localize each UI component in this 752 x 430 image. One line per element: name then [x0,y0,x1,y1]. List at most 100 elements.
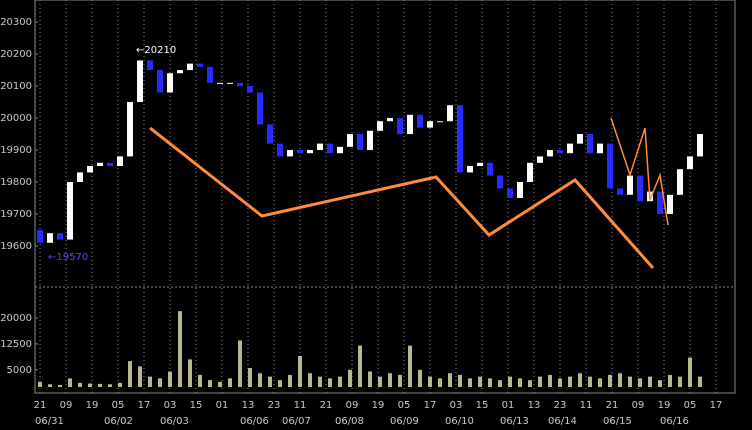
volume-bar [118,382,122,387]
volume-bar [628,376,632,387]
candle-body [597,143,603,154]
x-tick-label: 19 [372,400,385,411]
volume-bar [548,374,552,387]
volume-bar [568,376,572,387]
x-tick-label: 09 [632,400,645,411]
volume-bar [648,376,652,387]
candle-body [447,105,453,122]
volume-bar [408,345,412,387]
volume-bar [148,376,152,387]
x-tick-label: 01 [502,400,515,411]
volume-bar [128,361,132,387]
volume-bar [218,381,222,387]
volume-bar [418,369,422,387]
x-tick-label: 21 [320,400,333,411]
y-tick-label: 19700 [0,209,32,220]
candle-body [97,162,103,167]
volume-bar [48,384,52,387]
volume-bar [308,373,312,387]
y-tick-label: 20100 [0,81,32,92]
volume-bar [348,369,352,387]
candle-body [347,134,353,147]
volume-bar [688,357,692,387]
date-label: 06/09 [390,416,419,427]
x-tick-label: 05 [112,400,125,411]
candle-body [237,82,243,87]
volume-bar [458,374,462,387]
volume-bar [588,376,592,387]
volume-bar [288,374,292,387]
candle-body [537,156,543,163]
candle-body [677,169,683,195]
candle-body [577,134,583,144]
x-tick-label: 15 [190,400,203,411]
candle-body [217,82,223,84]
candle-body [197,63,203,67]
x-tick-label: 03 [450,400,463,411]
x-tick-label: 13 [528,400,541,411]
volume-bar [78,382,82,387]
volume-bar [138,366,142,387]
volume-bar [498,380,502,387]
volume-bar [318,376,322,387]
candle-body [637,175,643,202]
date-label: 06/31 [35,416,64,427]
volume-bar [658,380,662,387]
candle-body [177,70,183,74]
volume-bar [598,378,602,387]
volume-bar [378,376,382,387]
volume-bar [258,373,262,387]
volume-bar [388,373,392,387]
candle-body [327,143,333,154]
volume-bar [208,380,212,387]
candle-body [127,102,133,157]
candle-body [547,150,553,157]
candle-body [157,70,163,93]
volume-bar [698,376,702,387]
candle-body [657,191,663,214]
candle-body [247,86,253,93]
candle-body [367,130,373,151]
candle-body [297,150,303,154]
volume-bar [268,376,272,387]
volume-bar [488,378,492,387]
candle-body [117,156,123,167]
volume-tick-label: 12500 [0,339,32,350]
volume-bar [438,378,442,387]
volume-bar [578,373,582,387]
candle-body [67,182,73,240]
date-label: 06/08 [335,416,364,427]
x-tick-label: 11 [294,400,307,411]
candle-body [307,150,313,154]
candle-body [587,134,593,154]
volume-bar [58,384,62,387]
candle-body [257,92,263,125]
candle-body [457,105,463,173]
volume-bar [678,376,682,387]
candle-body [147,60,153,71]
volume-bar [618,373,622,387]
volume-bar [248,368,252,387]
x-tick-label: 03 [164,400,177,411]
x-tick-label: 21 [34,400,47,411]
y-tick-label: 20000 [0,113,32,124]
candle-body [57,233,63,240]
candle-body [77,172,83,183]
candle-body [87,166,93,173]
date-label: 06/07 [282,416,311,427]
candle-body [47,233,53,243]
date-label: 06/10 [445,416,474,427]
date-label: 06/06 [240,416,269,427]
candle-body [37,229,43,243]
candle-body [107,162,113,167]
volume-bar [278,380,282,387]
x-tick-label: 19 [658,400,671,411]
x-tick-label: 13 [242,400,255,411]
volume-bar [468,378,472,387]
annotation-low: ←19570 [48,252,88,263]
volume-bar [638,378,642,387]
x-tick-label: 17 [138,400,151,411]
x-tick-label: 05 [398,400,411,411]
candle-body [477,162,483,167]
